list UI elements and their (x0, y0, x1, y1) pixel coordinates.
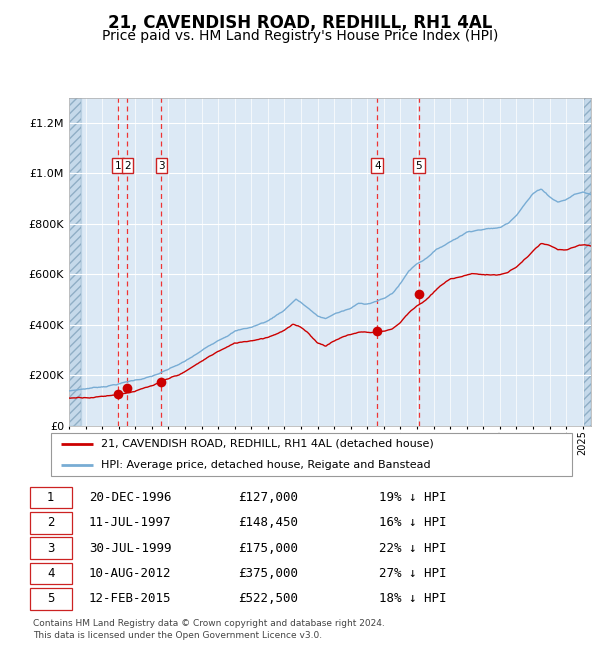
Text: 1: 1 (47, 491, 55, 504)
Text: 4: 4 (47, 567, 55, 580)
Text: 30-JUL-1999: 30-JUL-1999 (89, 541, 172, 554)
Text: £375,000: £375,000 (238, 567, 298, 580)
Text: Price paid vs. HM Land Registry's House Price Index (HPI): Price paid vs. HM Land Registry's House … (102, 29, 498, 44)
Text: Contains HM Land Registry data © Crown copyright and database right 2024.: Contains HM Land Registry data © Crown c… (33, 619, 385, 628)
FancyBboxPatch shape (50, 433, 572, 476)
FancyBboxPatch shape (29, 512, 72, 534)
Text: £522,500: £522,500 (238, 592, 298, 605)
Text: 1: 1 (115, 161, 122, 171)
Text: 5: 5 (47, 592, 55, 605)
Text: 4: 4 (374, 161, 381, 171)
Text: 18% ↓ HPI: 18% ↓ HPI (379, 592, 447, 605)
FancyBboxPatch shape (29, 588, 72, 610)
Text: 27% ↓ HPI: 27% ↓ HPI (379, 567, 447, 580)
Text: 19% ↓ HPI: 19% ↓ HPI (379, 491, 447, 504)
Text: £175,000: £175,000 (238, 541, 298, 554)
FancyBboxPatch shape (29, 487, 72, 508)
FancyBboxPatch shape (29, 563, 72, 584)
Text: 2: 2 (124, 161, 131, 171)
Text: HPI: Average price, detached house, Reigate and Banstead: HPI: Average price, detached house, Reig… (101, 460, 430, 470)
Bar (69, 98, 80, 426)
Text: 20-DEC-1996: 20-DEC-1996 (89, 491, 172, 504)
Text: 12-FEB-2015: 12-FEB-2015 (89, 592, 172, 605)
Text: 10-AUG-2012: 10-AUG-2012 (89, 567, 172, 580)
Bar (584, 98, 591, 426)
Text: 5: 5 (416, 161, 422, 171)
Text: 22% ↓ HPI: 22% ↓ HPI (379, 541, 447, 554)
Text: This data is licensed under the Open Government Licence v3.0.: This data is licensed under the Open Gov… (33, 630, 322, 640)
Text: £127,000: £127,000 (238, 491, 298, 504)
Text: 21, CAVENDISH ROAD, REDHILL, RH1 4AL (detached house): 21, CAVENDISH ROAD, REDHILL, RH1 4AL (de… (101, 439, 434, 448)
FancyBboxPatch shape (29, 538, 72, 559)
Text: £148,450: £148,450 (238, 516, 298, 529)
Text: 2: 2 (47, 516, 55, 529)
Bar (69, 98, 80, 426)
Text: 11-JUL-1997: 11-JUL-1997 (89, 516, 172, 529)
Bar (584, 98, 591, 426)
Text: 3: 3 (47, 541, 55, 554)
Text: 16% ↓ HPI: 16% ↓ HPI (379, 516, 447, 529)
Text: 3: 3 (158, 161, 165, 171)
Text: 21, CAVENDISH ROAD, REDHILL, RH1 4AL: 21, CAVENDISH ROAD, REDHILL, RH1 4AL (108, 14, 492, 32)
